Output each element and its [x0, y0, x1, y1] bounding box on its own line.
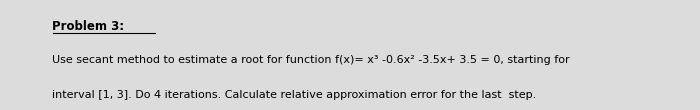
Text: Use secant method to estimate a root for function f(x)= x³ -0.6x² -3.5x+ 3.5 = 0: Use secant method to estimate a root for…	[52, 55, 570, 65]
Text: Problem 3:: Problem 3:	[52, 20, 125, 33]
Text: interval [1, 3]. Do 4 iterations. Calculate relative approximation error for the: interval [1, 3]. Do 4 iterations. Calcul…	[52, 90, 537, 100]
